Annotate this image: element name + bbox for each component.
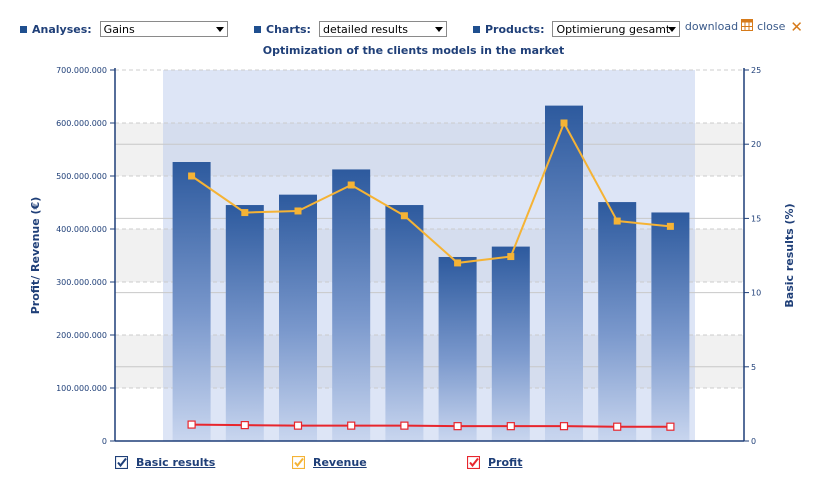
point-revenue[interactable] [188,172,196,180]
point-revenue[interactable] [294,207,302,215]
point-profit[interactable] [347,421,356,430]
bullet-icon [20,25,27,33]
bar-basic-results[interactable] [332,169,371,442]
bar-basic-results[interactable] [385,205,424,441]
line-revenue [191,120,671,264]
charts-select[interactable]: detailed results [318,21,447,37]
y-axis-title-right: Basic results (%) [783,203,796,307]
bar-basic-results[interactable] [651,212,690,441]
bar-basic-results[interactable] [172,162,211,441]
spreadsheet-icon[interactable] [741,18,754,31]
y-tick-label-left: 400.000.000 [56,225,107,234]
products-select[interactable]: Optimierung gesamt [552,21,681,37]
point-profit[interactable] [293,421,303,430]
point-revenue[interactable] [666,222,674,230]
bullet-icon [473,25,480,33]
charts-label: Charts: [266,22,311,36]
y-tick-label-left: 600.000.000 [56,119,107,128]
chart-title: Optimization of the clients models in th… [262,44,565,57]
legend-item-basic-results[interactable]: Basic results [115,456,215,469]
analyses-select[interactable]: Gains [99,21,228,37]
checkbox-checked-icon[interactable] [467,456,480,469]
legend-label-basic-results: Basic results [136,456,216,469]
bullet-icon [254,25,261,33]
bar-basic-results[interactable] [225,205,264,441]
y-tick-label-right: 25 [751,66,761,75]
products-label: Products: [485,22,545,36]
close-link[interactable]: close [757,20,786,33]
point-revenue[interactable] [507,253,515,261]
legend-label-revenue: Revenue [313,456,367,469]
grid-band [115,335,744,388]
point-revenue[interactable] [613,217,621,225]
y-axis-title-left: Profit/ Revenue (€) [29,197,42,315]
analyses-value: Gains [103,23,135,36]
chevron-down-icon [668,27,677,32]
y-tick-label-right: 15 [751,214,761,223]
y-tick-label-left: 200.000.000 [56,331,107,340]
y-tick-label-left: 700.000.000 [56,66,107,75]
point-profit[interactable] [559,422,569,431]
y-tick-label-left: 100.000.000 [56,384,107,393]
point-profit[interactable] [400,421,409,430]
legend-label-profit: Profit [488,456,523,469]
charts-value: detailed results [322,23,408,36]
bar-basic-results[interactable] [491,246,530,441]
point-profit[interactable] [453,422,462,431]
point-revenue[interactable] [347,181,355,189]
y-tick-label-right: 5 [751,363,756,372]
chevron-down-icon [215,27,224,32]
point-revenue[interactable] [454,259,462,267]
y-tick-label-right: 10 [751,289,761,298]
checkbox-checked-icon[interactable] [115,456,128,469]
legend: Basic results Revenue Profit [0,456,827,476]
line-profit [191,423,671,428]
toolbar: Analyses: Gains Charts: detailed results… [0,0,827,44]
point-profit[interactable] [506,422,515,431]
legend-item-profit[interactable]: Profit [467,456,522,469]
y-tick-label-left: 0 [102,437,107,446]
bar-basic-results[interactable] [279,194,317,441]
chevron-down-icon [434,27,443,32]
download-link[interactable]: download [684,20,739,33]
toolbar-actions: download close ✕ [684,17,803,36]
point-profit[interactable] [613,422,622,431]
grid-band [115,123,744,176]
y-tick-label-left: 300.000.000 [56,278,107,287]
analyses-group: Analyses: Gains [20,20,228,38]
point-profit[interactable] [187,420,196,429]
charts-group: Charts: detailed results [254,20,447,38]
legend-item-revenue[interactable]: Revenue [292,456,367,469]
products-group: Products: Optimierung gesamt [473,20,681,38]
analyses-label: Analyses: [32,22,92,36]
bar-basic-results[interactable] [438,256,477,441]
point-profit[interactable] [666,422,675,431]
close-icon[interactable]: ✕ [790,17,803,36]
y-tick-label-right: 20 [751,140,761,149]
point-profit[interactable] [240,421,249,430]
point-revenue[interactable] [560,119,568,127]
checkbox-checked-icon[interactable] [292,456,305,469]
y-tick-label-left: 500.000.000 [56,172,107,181]
y-tick-label-right: 0 [751,437,756,446]
point-revenue[interactable] [400,212,408,220]
products-value: Optimierung gesamt [556,23,671,36]
bar-basic-results[interactable] [545,105,583,441]
point-revenue[interactable] [241,209,249,217]
bar-basic-results[interactable] [598,202,637,441]
